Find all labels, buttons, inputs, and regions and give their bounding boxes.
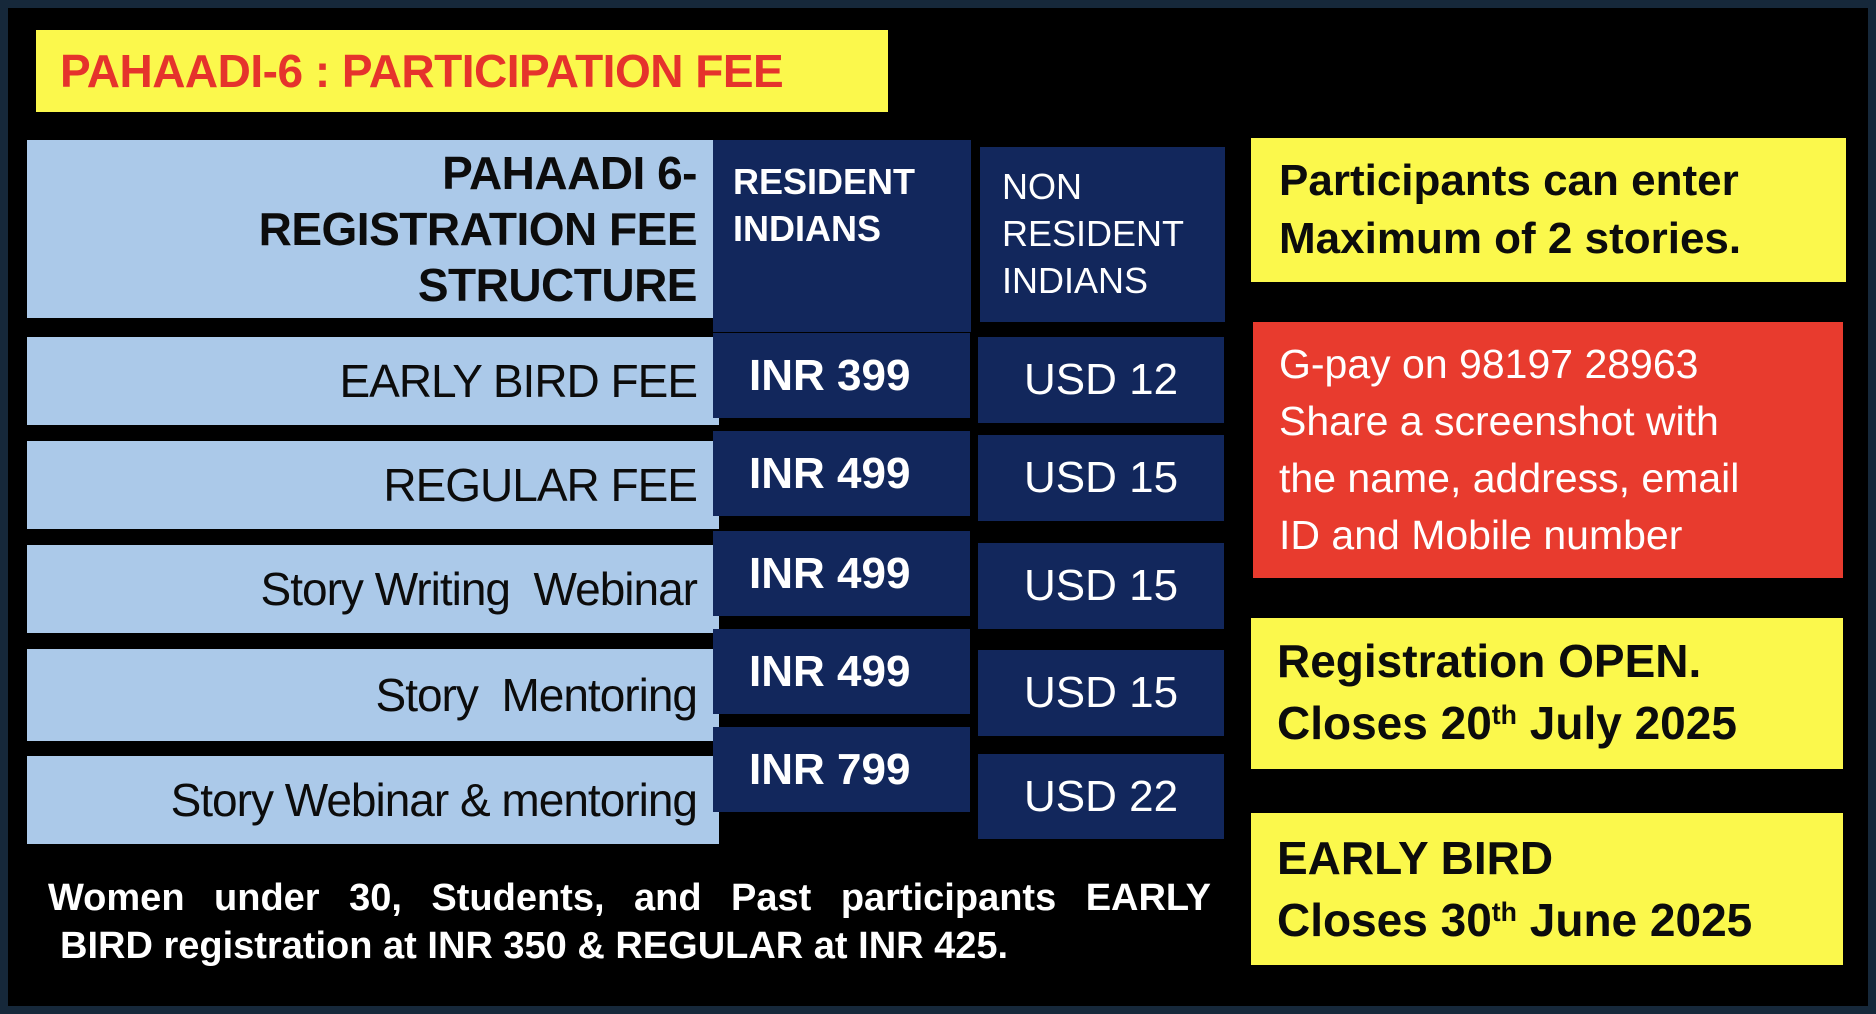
table-row-label-regular-fee: REGULAR FEE <box>27 441 719 529</box>
table-cell-inr-story-mentoring: INR 499 <box>713 629 970 714</box>
payment-instructions-panel: G-pay on 98197 28963 Share a screenshot … <box>1253 322 1843 578</box>
payment-line: Share a screenshot with <box>1279 398 1719 444</box>
early-bird-closes-suffix: June 2025 <box>1516 894 1753 946</box>
concession-note-line2: BIRD registration at INR 350 & REGULAR a… <box>60 925 1009 967</box>
registration-closes-superscript: th <box>1491 700 1517 731</box>
stories-limit-line1: Participants can enter <box>1279 156 1739 205</box>
table-row-label-story-mentoring: Story Mentoring <box>27 649 719 741</box>
table-cell-usd-story-writing-webinar: USD 15 <box>978 543 1224 629</box>
column-header-non-resident-indians: NON RESIDENT INDIANS <box>980 147 1225 322</box>
early-bird-closes-prefix: Closes 30 <box>1277 894 1492 946</box>
early-bird-closes-line: Closes 30th June 2025 <box>1277 889 1843 958</box>
stories-limit-line2: Maximum of 2 stories. <box>1279 214 1742 263</box>
table-cell-usd-regular: USD 15 <box>978 435 1224 521</box>
non-resident-header-line: RESIDENT <box>1002 213 1185 254</box>
payment-line: ID and Mobile number <box>1279 512 1683 558</box>
early-bird-window-panel: EARLY BIRD Closes 30th June 2025 <box>1251 813 1843 965</box>
table-row-label-early-bird-fee: EARLY BIRD FEE <box>27 337 719 425</box>
page-title: PAHAADI-6 : PARTICIPATION FEE <box>60 45 784 97</box>
table-cell-inr-early-bird: INR 399 <box>713 333 970 418</box>
stories-limit-panel: Participants can enter Maximum of 2 stor… <box>1251 138 1846 282</box>
fee-structure-header-line: PAHAADI 6- <box>442 147 697 199</box>
concession-note: Women under 30, Students, and Past parti… <box>48 874 1211 970</box>
payment-line: the name, address, email <box>1279 455 1740 501</box>
table-row-label-story-writing-webinar: Story Writing Webinar <box>27 545 719 633</box>
registration-open-line: Registration OPEN. <box>1277 635 1702 687</box>
table-cell-inr-story-writing-webinar: INR 499 <box>713 531 970 616</box>
fee-structure-header-line: REGISTRATION FEE <box>258 203 698 255</box>
table-cell-usd-story-webinar-and-mentoring: USD 22 <box>978 754 1224 839</box>
title-banner: PAHAADI-6 : PARTICIPATION FEE <box>36 30 888 112</box>
non-resident-header-line: NON <box>1002 166 1082 207</box>
registration-closes-suffix: July 2025 <box>1516 697 1737 749</box>
fee-structure-header-line: STRUCTURE <box>417 259 698 311</box>
registration-closes-prefix: Closes 20 <box>1277 697 1492 749</box>
column-header-resident-indians: RESIDENT INDIANS <box>713 140 971 332</box>
concession-note-line1: Women under 30, Students, and Past parti… <box>48 877 1211 919</box>
payment-line: G-pay on 98197 28963 <box>1279 341 1699 387</box>
registration-closes-line: Closes 20th July 2025 <box>1277 692 1843 761</box>
table-row-label-story-webinar-and-mentoring: Story Webinar & mentoring <box>27 756 719 844</box>
early-bird-closes-superscript: th <box>1491 897 1517 928</box>
table-cell-inr-regular: INR 499 <box>713 431 970 516</box>
resident-header-line: RESIDENT <box>733 161 916 202</box>
registration-window-panel: Registration OPEN. Closes 20th July 2025 <box>1251 618 1843 769</box>
table-cell-inr-story-webinar-and-mentoring: INR 799 <box>713 727 970 812</box>
resident-header-line: INDIANS <box>733 208 882 249</box>
table-cell-usd-early-bird: USD 12 <box>978 337 1224 423</box>
table-cell-usd-story-mentoring: USD 15 <box>978 650 1224 736</box>
early-bird-line: EARLY BIRD <box>1277 832 1554 884</box>
fee-structure-header: PAHAADI 6- REGISTRATION FEE STRUCTURE <box>27 140 719 318</box>
non-resident-header-line: INDIANS <box>1002 260 1149 301</box>
